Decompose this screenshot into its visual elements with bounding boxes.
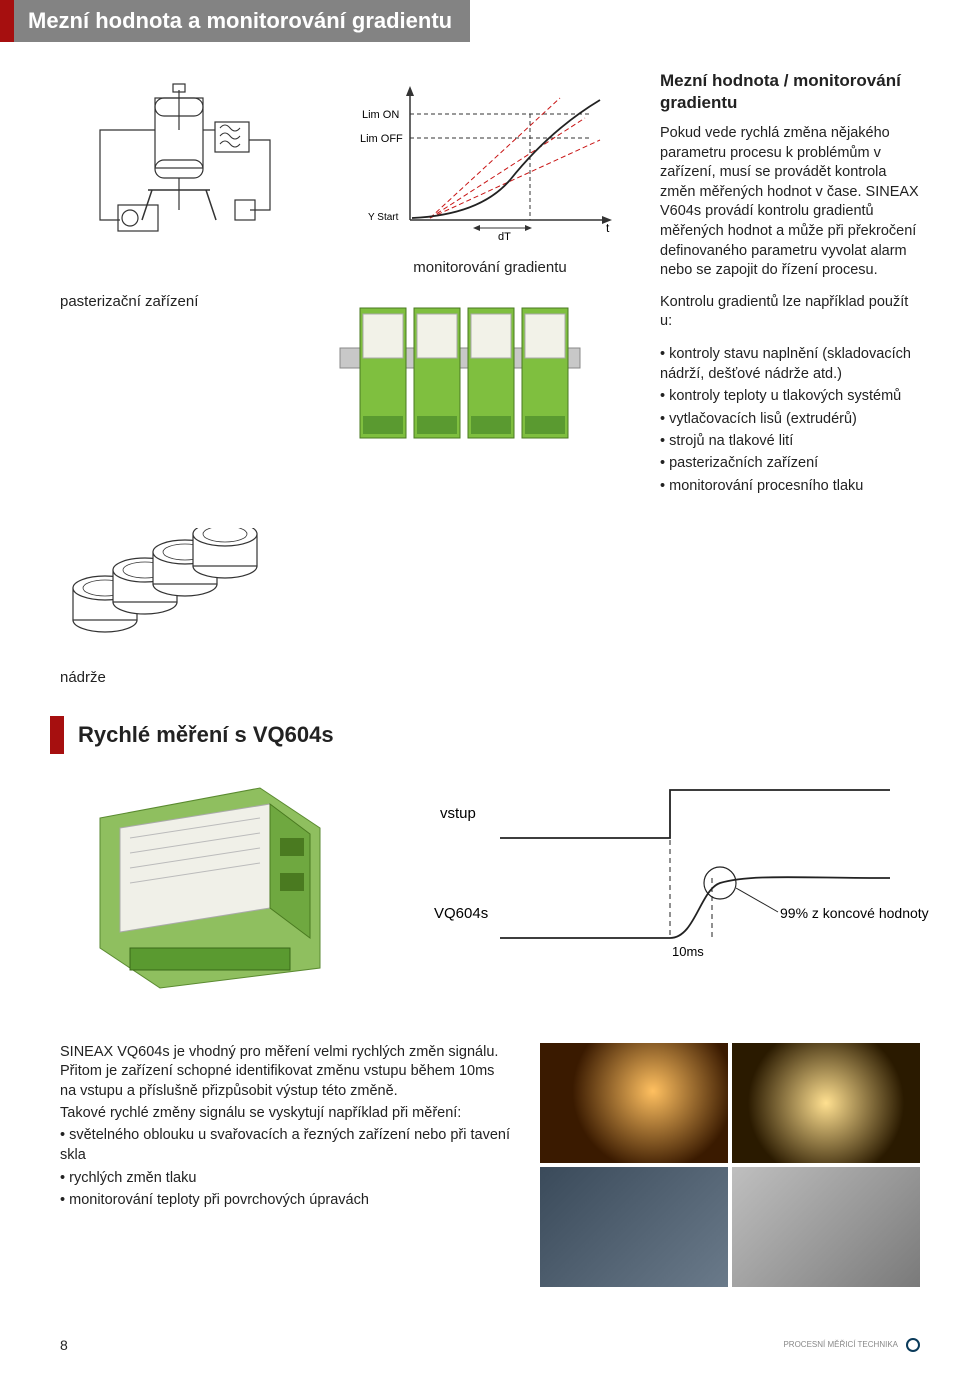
page-title: Mezní hodnota a monitorování gradientu <box>14 0 470 42</box>
pasteurizer-illustration: pasterizační zařízení <box>60 70 320 498</box>
list-item: rychlých změn tlaku <box>60 1168 510 1188</box>
note-label: 99% z koncové hodnoty <box>780 905 929 921</box>
vstup-label: vstup <box>440 805 476 822</box>
pasteurizer-caption: pasterizační zařízení <box>60 293 320 310</box>
page-number: 8 <box>60 1337 68 1353</box>
device-photo <box>70 778 390 1003</box>
device-label: VQ604s <box>434 905 488 922</box>
delay-label: 10ms <box>672 944 704 959</box>
lim-on-label: Lim ON <box>362 109 399 121</box>
modules-illustration <box>330 288 590 458</box>
photo-machine <box>540 1167 728 1287</box>
tanks-illustration: nádrže <box>0 528 960 696</box>
timing-graph: vstup VQ604s 10ms 99% z koncové hodnoty <box>420 778 940 1003</box>
list-item: pasterizačních zařízení <box>660 453 920 473</box>
gradient-graph-col: dT t Lim ON Lim OFF Y Start monitorování… <box>330 70 650 498</box>
photo-welding <box>540 1043 728 1163</box>
section1-p2: Kontrolu gradientů lze například použít … <box>660 293 920 332</box>
y-start-label: Y Start <box>368 212 399 223</box>
list-item: kontroly stavu naplnění (skladovacích ná… <box>660 344 920 385</box>
section2-bullets: světelného oblouku u svařovacích a řezný… <box>60 1125 510 1210</box>
page-footer: 8 PROCESNÍ MĚŘICÍ TECHNIKA <box>0 1307 960 1373</box>
tanks-caption: nádrže <box>60 669 960 686</box>
section2-title: Rychlé měření s VQ604s <box>64 716 352 754</box>
list-item: kontroly teploty u tlakových systémů <box>660 386 920 406</box>
section1-heading: Mezní hodnota / monitorování gradientu <box>660 70 920 114</box>
lim-off-label: Lim OFF <box>360 133 403 145</box>
photo-gauge <box>732 1167 920 1287</box>
t-axis-label: t <box>606 221 610 235</box>
list-item: světelného oblouku u svařovacích a řezný… <box>60 1125 510 1166</box>
page-header: Mezní hodnota a monitorování gradientu <box>0 0 960 42</box>
list-item: vytlačovacích lisů (extrudérů) <box>660 409 920 429</box>
section1-bullets: kontroly stavu naplnění (skladovacích ná… <box>660 344 920 496</box>
section2-p2: Takové rychlé změny signálu se vyskytují… <box>60 1104 510 1124</box>
list-item: strojů na tlakové lití <box>660 431 920 451</box>
footer-brand: PROCESNÍ MĚŘICÍ TECHNIKA <box>783 1340 898 1349</box>
gradient-graph: dT t Lim ON Lim OFF Y Start <box>330 70 630 250</box>
section2-accent <box>50 716 64 754</box>
header-accent <box>0 0 14 42</box>
gradient-graph-caption: monitorování gradientu <box>330 259 650 276</box>
list-item: monitorování teploty při povrchových úpr… <box>60 1190 510 1210</box>
photo-grid <box>540 1043 920 1287</box>
brand-logo-icon <box>906 1338 920 1352</box>
section1-p1: Pokud vede rychlá změna nějakého paramet… <box>660 124 920 281</box>
section1-text: Mezní hodnota / monitorování gradientu P… <box>660 70 920 498</box>
photo-sparks <box>732 1043 920 1163</box>
section2-text: SINEAX VQ604s je vhodný pro měření velmi… <box>60 1043 510 1287</box>
section2-header: Rychlé měření s VQ604s <box>50 716 960 754</box>
dt-label: dT <box>498 231 511 243</box>
section2-p1: SINEAX VQ604s je vhodný pro měření velmi… <box>60 1043 510 1102</box>
list-item: monitorování procesního tlaku <box>660 476 920 496</box>
